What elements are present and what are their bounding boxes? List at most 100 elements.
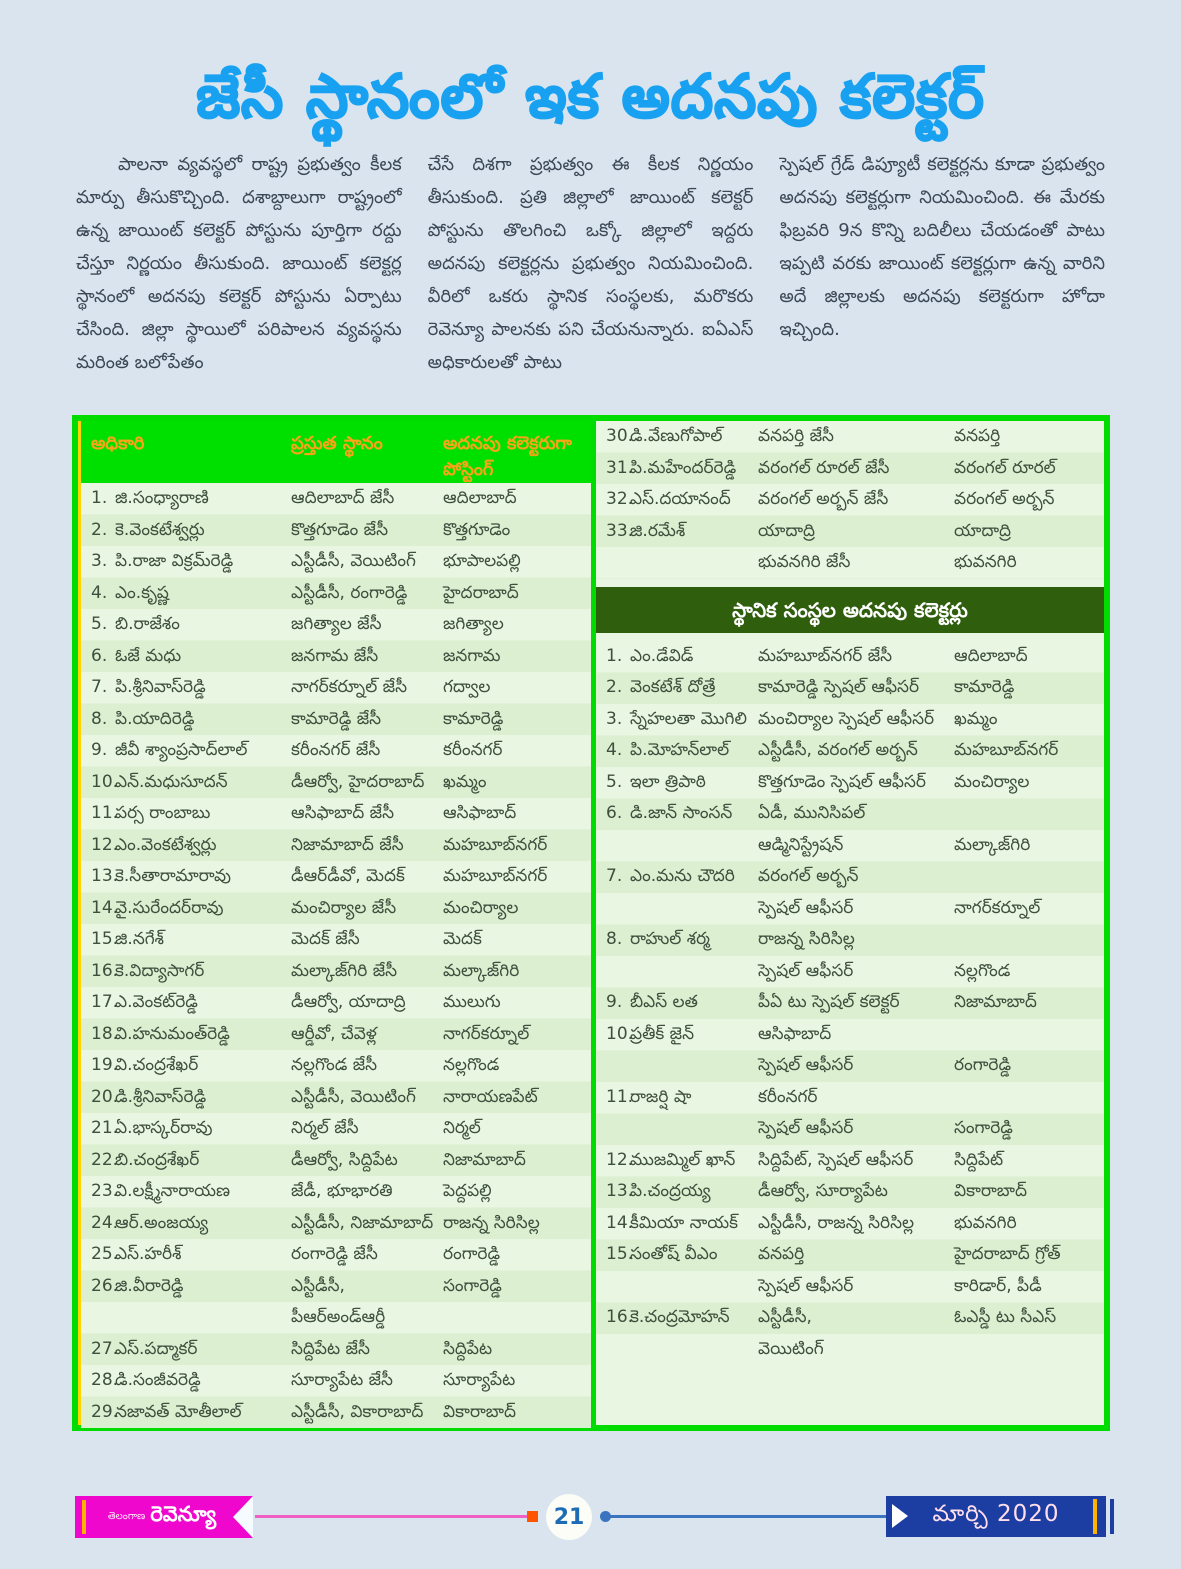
new-posting: గద్వాల: [443, 677, 491, 697]
table-row: 13. కె.సీతారామారావు డీఆర్‌డీవో, మెదక్ మహ…: [81, 861, 591, 893]
new-posting: మల్కాజ్‌గిరి: [954, 834, 1031, 855]
table-row: 10. ప్రతీక్ జైన్ ఆసిఫాబాద్ స్పెషల్ ఆఫీసర…: [596, 1019, 1104, 1082]
row-number: 14.: [91, 897, 119, 918]
table-row: 1. ఎం.డేవిడ్ మహబూబ్‌నగర్ జేసీ ఆదిలాబాద్: [596, 641, 1104, 673]
new-posting: కామారెడ్డి: [443, 708, 504, 729]
new-posting: వనపర్తి: [954, 426, 1001, 446]
table-row: 5. ఇలా త్రిపాఠి కొత్తగూడెం స్పెషల్ ఆఫీసర…: [596, 767, 1104, 799]
table-row: 2. వెంకటేశ్ దోత్రే కామారెడ్డి స్పెషల్ ఆఫ…: [596, 672, 1104, 704]
article: పాలనా వ్యవస్థలో రాష్ట్ర ప్రభుత్వం కీలక మ…: [76, 148, 1105, 379]
table-row: 12. ముజమ్మిల్ ఖాన్ సిద్దిపేట్, స్పెషల్ ఆ…: [596, 1145, 1104, 1177]
issue-date-box: మార్చి 2020: [886, 1496, 1114, 1537]
officials-table: అధికారి ప్రస్తుత స్థానం అదనపు కలెక్టరుగా…: [72, 415, 1110, 1431]
current-post: సిద్దిపేట్, స్పెషల్ ఆఫీసర్: [758, 1149, 914, 1170]
issue-blue-stripe: [1110, 1499, 1114, 1534]
table-row: 6. డి.జాన్ సాంసన్ ఏడీ, మునిసిపల్ ఆడ్మిని…: [596, 798, 1104, 861]
current-post: కామారెడ్డి జేసీ: [291, 708, 382, 729]
table-row: 28. డి.సంజీవరెడ్డి సూర్యాపేట జేసీ సూర్యా…: [81, 1365, 591, 1397]
table-row: 3. పి.రాజా విక్రమ్‌రెడ్డి ఎస్టీడీసీ, వెయ…: [81, 546, 591, 578]
officer-name: కె.విద్యాసాగర్: [115, 960, 205, 981]
row-number: 16.: [606, 1307, 634, 1327]
new-posting: హైదరాబాద్ గ్రోత్ కారిడార్, పీడీ: [954, 1244, 1061, 1296]
new-posting: మంచిర్యాల: [954, 771, 1030, 792]
row-number: 8.: [606, 929, 623, 949]
table-row: 14. కీమియా నాయక్ ఎస్టీడీసీ, రాజన్న సిరిస…: [596, 1208, 1104, 1240]
new-posting: రంగారెడ్డి: [443, 1244, 501, 1264]
officer-name: పి.చంద్రయ్య: [630, 1181, 711, 1201]
current-post: వరంగల్ రూరల్ జేసీ: [758, 457, 890, 478]
new-posting: భూపాలపల్లి: [443, 551, 521, 571]
current-post: ఎస్టీడీసీ, రాజన్న సిరిసిల్ల: [758, 1212, 915, 1233]
row-number: 10.: [606, 1023, 634, 1044]
new-posting: ఆదిలాబాద్: [954, 645, 1028, 666]
new-posting: రాజన్న సిరిసిల్ల: [443, 1212, 540, 1233]
row-number: 2.: [91, 519, 108, 540]
current-post: ఆసిఫాబాద్ స్పెషల్ ఆఫీసర్: [758, 1023, 854, 1076]
officer-name: వెంకటేశ్ దోత్రే: [630, 677, 716, 697]
current-post: రంగారెడ్డి జేసీ: [291, 1244, 378, 1264]
officer-name: జి.నగేశ్: [115, 929, 165, 949]
row-number: 33.: [606, 520, 634, 541]
page-title: జేసీ స్థానంలో ఇక అదనపు కలెక్టర్: [195, 62, 985, 132]
table-row: 20. డి.శ్రీనివాస్‌రెడ్డి ఎస్టీడీసీ, వెయి…: [81, 1082, 591, 1114]
officer-name: డి.శ్రీనివాస్‌రెడ్డి: [115, 1086, 207, 1107]
table-row: 17. ఎ.వెంకట్‌రెడ్డి డీఆర్వో, యాదాద్రి ము…: [81, 987, 591, 1019]
officer-name: ఎస్.దయానంద్: [630, 489, 731, 509]
column-header-current: ప్రస్తుత స్థానం: [291, 433, 383, 454]
officer-name: పర్స రాంబాబు: [115, 803, 211, 823]
table-row: 4. పి.మోహన్‌లాల్ ఎస్టీడీసీ, వరంగల్ అర్బన…: [596, 735, 1104, 767]
page-number: 21: [553, 1504, 585, 1530]
new-posting: వికారాబాద్: [443, 1401, 516, 1422]
current-post: కొత్తగూడెం స్పెషల్ ఆఫీసర్: [758, 771, 926, 792]
row-number: 15.: [91, 929, 119, 949]
column-header-posting: అదనపు కలెక్టరుగా పోస్టింగ్: [443, 433, 573, 480]
current-post: వనపర్తి జేసీ: [758, 426, 834, 446]
current-post: ఎస్టీడీసీ, వికారాబాద్: [291, 1401, 424, 1422]
row-number: 1.: [606, 645, 623, 666]
table-row: 7. ఎం.మను చౌదరి వరంగల్ అర్బన్ స్పెషల్ ఆఫ…: [596, 861, 1104, 924]
row-number: 12.: [606, 1149, 634, 1170]
new-posting: కొత్తగూడెం: [443, 519, 511, 540]
new-posting: యాదాద్రి భువనగిరి: [954, 520, 1017, 573]
table-row: 6. ఓజే మధు జనగామ జేసీ జనగామ: [81, 641, 591, 673]
table-row: 16. కె.విద్యాసాగర్ మల్కాజ్‌గిరి జేసీ మల్…: [81, 956, 591, 988]
footer-blue-dot: [600, 1511, 611, 1522]
new-posting: ఖమ్మం: [443, 771, 487, 792]
new-posting: కరీంనగర్: [443, 740, 503, 760]
issue-arrow-icon: [892, 1504, 908, 1528]
row-number: 12.: [91, 834, 119, 855]
current-post: వనపర్తి స్పెషల్ ఆఫీసర్: [758, 1244, 854, 1296]
current-post: సిద్దిపేట జేసీ: [291, 1338, 370, 1359]
officer-name: నజావత్ మోతీలాల్: [115, 1401, 242, 1422]
table-row: 7. పి.శ్రీనివాస్‌రెడ్డి నాగర్‌కర్నూల్ జే…: [81, 672, 591, 704]
row-number: 13.: [606, 1181, 634, 1201]
row-number: 21.: [91, 1118, 119, 1138]
current-post: నల్లగొండ జేసీ: [291, 1055, 378, 1075]
row-number: 25.: [91, 1244, 119, 1264]
officer-name: కె.వెంకటేశ్వర్లు: [115, 519, 205, 540]
current-post: వరంగల్ అర్బన్ జేసీ: [758, 489, 889, 509]
table-row: 3. స్నేహలతా మొగిలి మంచిర్యాల స్పెషల్ ఆఫీ…: [596, 704, 1104, 736]
current-post: ఎస్టీడీసీ, పీఆర్‌అండ్‌ఆర్డీ: [291, 1275, 386, 1328]
current-post: జేడీ, భూభారతి: [291, 1181, 393, 1201]
officer-name: ఎ.వెంకట్‌రెడ్డి: [115, 992, 198, 1012]
officer-name: జి.రమేశ్: [630, 520, 686, 541]
table-rows-local: 1. ఎం.డేవిడ్ మహబూబ్‌నగర్ జేసీ ఆదిలాబాద్ …: [596, 640, 1104, 1365]
current-post: మంచిర్యాల జేసీ: [291, 897, 397, 918]
table-row: 16. కె.చంద్రమోహన్ ఎస్టీడీసీ, వెయిటింగ్ ఓ…: [596, 1302, 1104, 1365]
new-posting: జనగామ: [443, 645, 501, 666]
table-row: 15. సంతోష్ వీఎం వనపర్తి స్పెషల్ ఆఫీసర్ హ…: [596, 1239, 1104, 1302]
row-number: 1.: [91, 488, 108, 508]
table-row: 31. పి.మహేందర్‌రెడ్డి వరంగల్ రూరల్ జేసీ …: [596, 453, 1104, 485]
new-posting: నాగర్‌కర్నూల్: [443, 1023, 530, 1044]
officer-name: బీఎస్ లత: [630, 992, 698, 1012]
current-post: డీఆర్వో, హైదరాబాద్: [291, 771, 425, 792]
page-number-badge: 21: [546, 1494, 592, 1540]
officer-name: కీమియా నాయక్: [630, 1212, 738, 1233]
current-post: కామారెడ్డి స్పెషల్ ఆఫీసర్: [758, 677, 920, 697]
row-number: 7.: [91, 677, 108, 697]
officer-name: సంతోష్ వీఎం: [630, 1244, 718, 1264]
new-posting: మల్కాజ్‌గిరి: [443, 960, 520, 981]
table-rows-right: 30. డి.వేణుగోపాల్ వనపర్తి జేసీ వనపర్తి 3…: [596, 421, 1104, 579]
row-number: 3.: [606, 708, 623, 729]
